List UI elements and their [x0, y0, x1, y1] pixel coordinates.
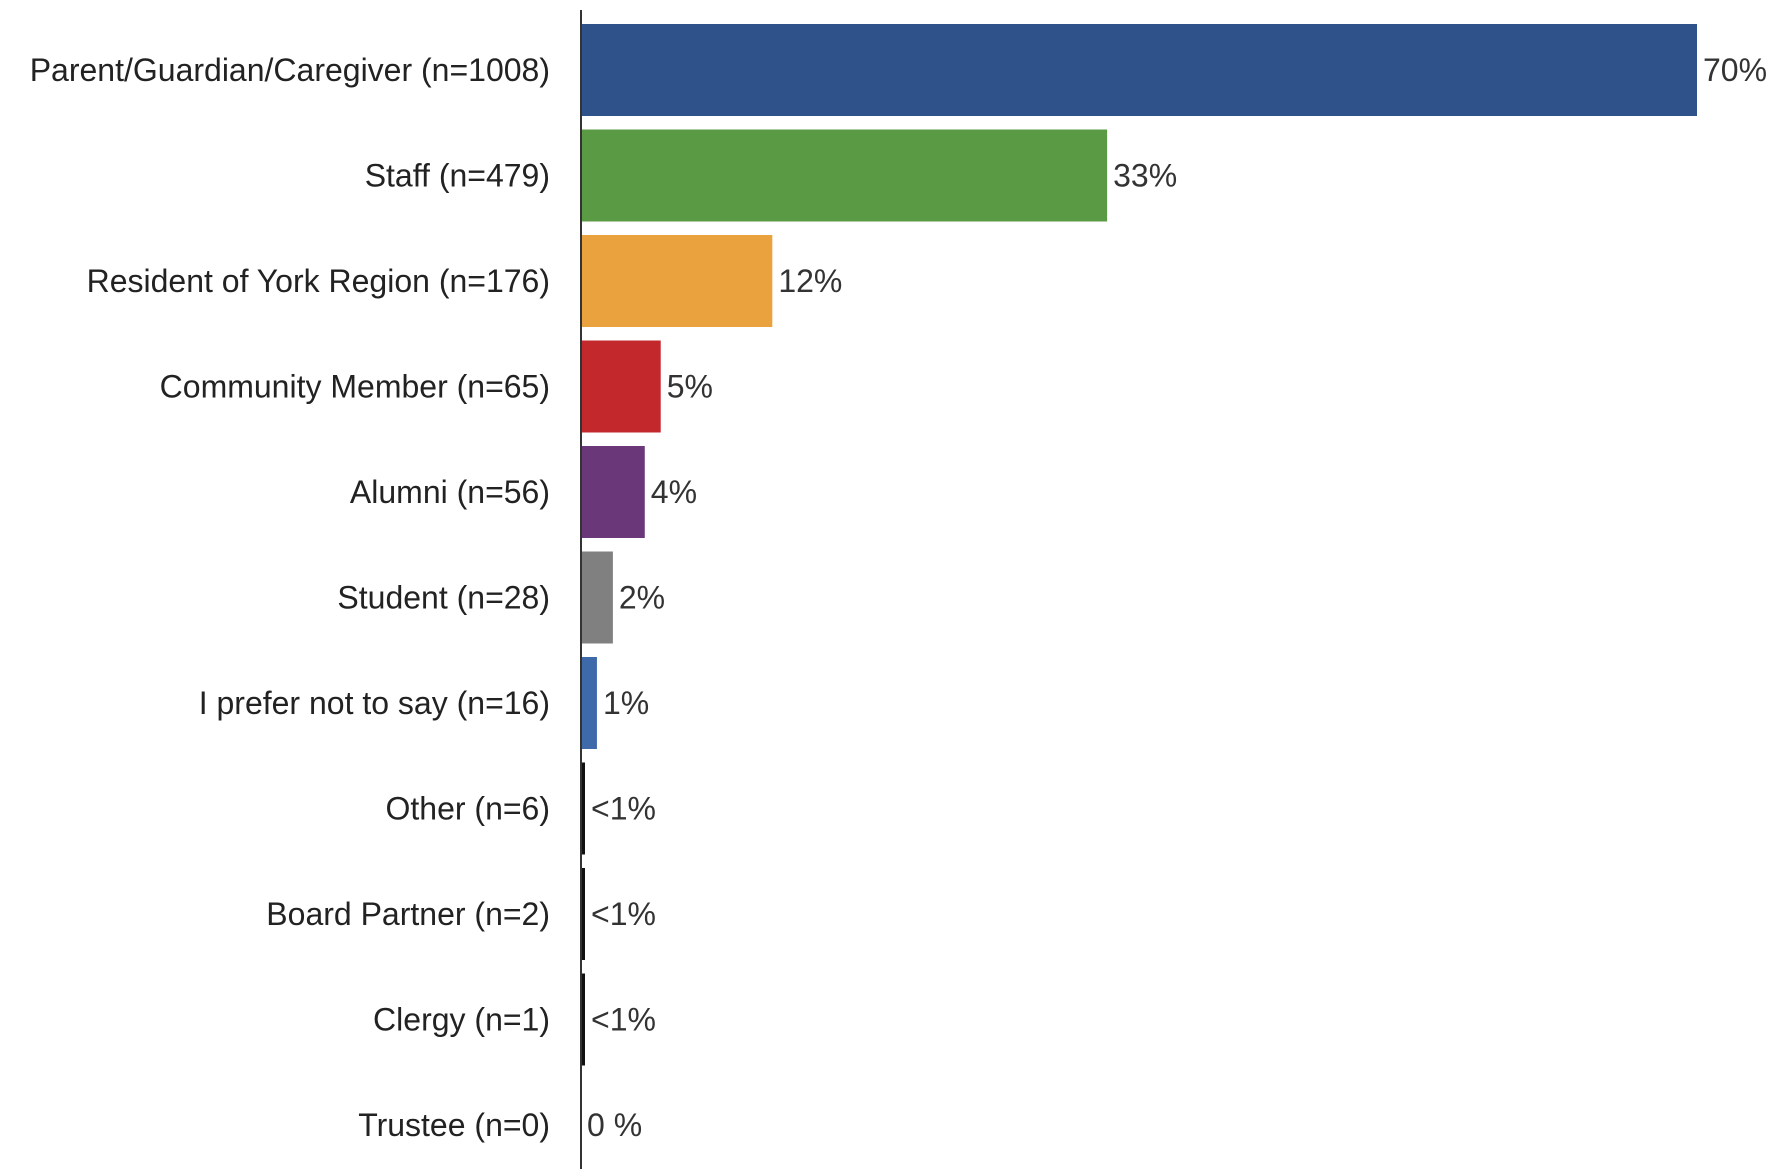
bar-2: [581, 235, 773, 327]
data-label: 33%: [1113, 158, 1177, 194]
category-label: Clergy (n=1): [373, 1002, 550, 1038]
data-label: 2%: [619, 580, 665, 616]
bar-1: [581, 129, 1108, 222]
data-label: 4%: [651, 474, 697, 510]
category-label: Board Partner (n=2): [266, 896, 550, 932]
bar-4: [581, 446, 645, 538]
category-label: Resident of York Region (n=176): [87, 263, 550, 299]
bar-3: [581, 340, 661, 433]
data-label: 1%: [603, 685, 649, 721]
bars-group: [581, 24, 1697, 1066]
category-label: Other (n=6): [385, 791, 550, 827]
data-label: 70%: [1703, 52, 1767, 88]
category-label: Community Member (n=65): [160, 369, 550, 405]
category-label: Parent/Guardian/Caregiver (n=1008): [30, 52, 550, 88]
data-label: <1%: [591, 791, 656, 827]
bar-9: [581, 973, 585, 1066]
bar-7: [581, 762, 585, 855]
data-label: 0 %: [587, 1107, 642, 1143]
category-label: Trustee (n=0): [358, 1107, 550, 1143]
data-label: 5%: [667, 369, 713, 405]
data-label: <1%: [591, 1002, 656, 1038]
bar-6: [581, 657, 597, 749]
category-label: Staff (n=479): [365, 158, 550, 194]
bar-8: [581, 868, 585, 960]
category-label: Student (n=28): [337, 580, 550, 616]
data-label: 12%: [778, 263, 842, 299]
bar-5: [581, 551, 613, 644]
value-labels: 70% 33% 12% 5% 4% 2% 1% <1% <1% <1% 0 %: [587, 52, 1767, 1143]
category-label: I prefer not to say (n=16): [199, 685, 550, 721]
bar-0: [581, 24, 1697, 116]
data-label: <1%: [591, 896, 656, 932]
category-label: Alumni (n=56): [350, 474, 550, 510]
category-labels: Parent/Guardian/Caregiver (n=1008) Staff …: [30, 52, 550, 1143]
